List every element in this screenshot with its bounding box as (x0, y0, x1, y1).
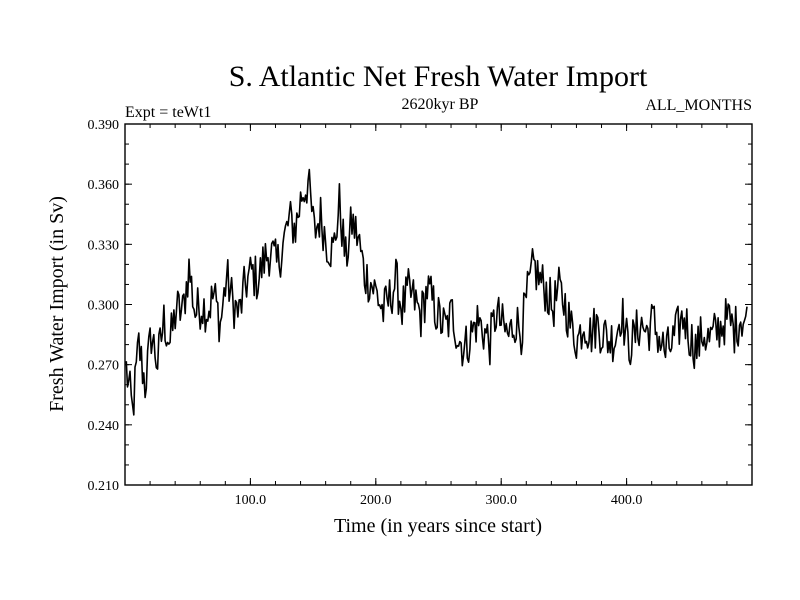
data-series-line (125, 168, 748, 416)
y-tick-label: 0.210 (88, 479, 120, 494)
y-tick-label: 0.270 (88, 359, 120, 374)
y-tick-label: 0.300 (88, 299, 120, 314)
x-axis-label: Time (in years since start) (334, 515, 542, 537)
y-tick-label: 0.360 (88, 178, 120, 193)
y-tick-label: 0.240 (88, 419, 120, 434)
x-tick-label: 200.0 (360, 493, 392, 508)
plot-frame (124, 123, 753, 486)
chart-title: S. Atlantic Net Fresh Water Import (229, 60, 648, 93)
period-label: 2620kyr BP (402, 96, 479, 113)
x-tick-label: 100.0 (235, 493, 267, 508)
y-tick-label: 0.330 (88, 238, 120, 253)
x-tick-label: 400.0 (611, 493, 643, 508)
months-label: ALL_MONTHS (645, 97, 752, 114)
x-tick-label: 300.0 (485, 493, 517, 508)
experiment-label: Expt = teWt1 (125, 104, 211, 121)
axis-ticks: 0.210 0.240 0.270 0.300 0.330 0.360 0.390 100.0… (88, 118, 752, 508)
y-axis-label: Fresh Water Import (in Sv) (46, 196, 68, 412)
y-tick-label: 0.390 (88, 118, 120, 133)
